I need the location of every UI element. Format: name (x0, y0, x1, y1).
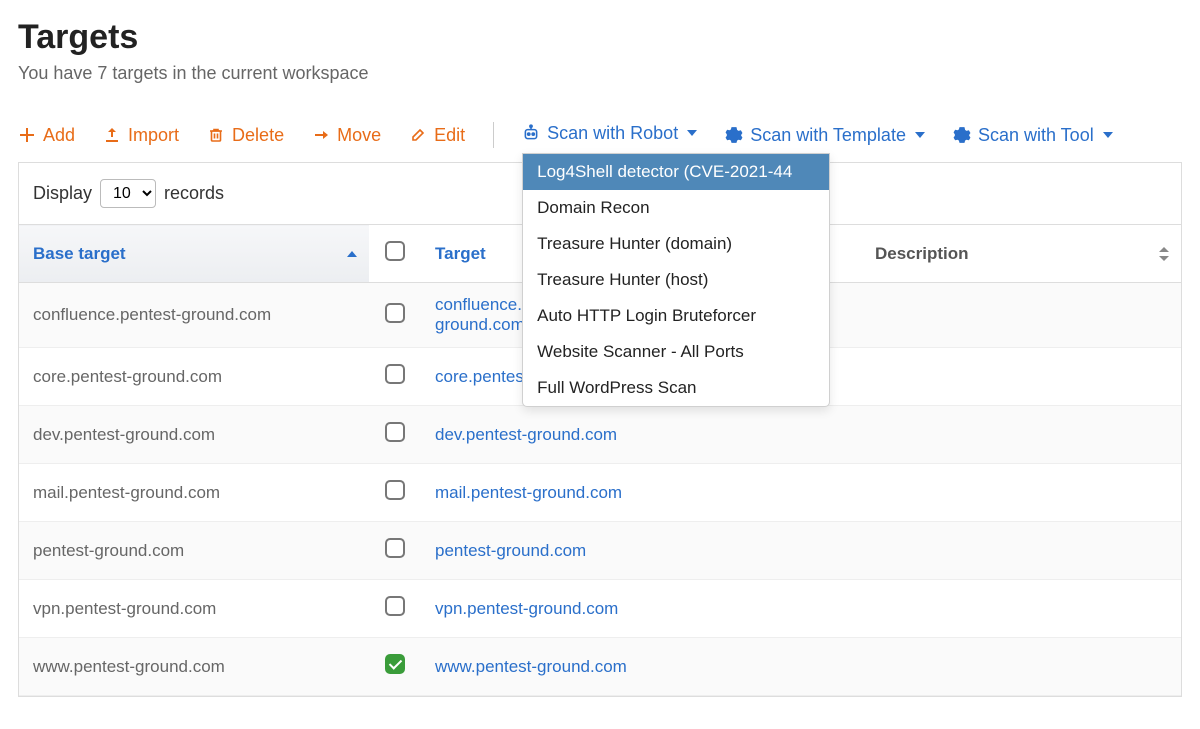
target-cell: dev.pentest-ground.com (421, 406, 861, 464)
scan-tool-button[interactable]: Scan with Tool (953, 125, 1113, 146)
target-cell: mail.pentest-ground.com (421, 464, 861, 522)
base-target-cell: core.pentest-ground.com (19, 348, 369, 406)
toolbar-divider (493, 122, 494, 148)
robot-dropdown-item[interactable]: Treasure Hunter (domain) (523, 226, 829, 262)
plus-icon (18, 126, 36, 144)
row-checkbox[interactable] (385, 654, 405, 674)
table-row: www.pentest-ground.com www.pentest-ground… (19, 638, 1181, 696)
description-cell (861, 283, 1181, 348)
base-target-cell: vpn.pentest-ground.com (19, 580, 369, 638)
row-checkbox[interactable] (385, 480, 405, 500)
col-header-base-target[interactable]: Base target (19, 225, 369, 283)
col-header-target-label: Target (435, 244, 486, 263)
add-label: Add (43, 125, 75, 146)
description-cell (861, 638, 1181, 696)
description-cell (861, 580, 1181, 638)
target-link[interactable]: mail.pentest-ground.com (435, 483, 622, 502)
page-subtitle: You have 7 targets in the current worksp… (18, 63, 1182, 84)
target-cell: www.pentest-ground.com (421, 638, 861, 696)
description-cell (861, 522, 1181, 580)
chevron-down-icon (915, 132, 925, 138)
checkbox-cell (369, 580, 421, 638)
edit-icon (409, 126, 427, 144)
move-label: Move (337, 125, 381, 146)
robot-dropdown-item[interactable]: Domain Recon (523, 190, 829, 226)
base-target-cell: mail.pentest-ground.com (19, 464, 369, 522)
description-cell (861, 464, 1181, 522)
col-header-checkbox[interactable] (369, 225, 421, 283)
robot-dropdown-item[interactable]: Website Scanner - All Ports (523, 334, 829, 370)
page-size-select[interactable]: 10 (100, 179, 156, 208)
base-target-cell: dev.pentest-ground.com (19, 406, 369, 464)
scan-robot-label: Scan with Robot (547, 123, 678, 144)
scan-robot-dropdown: Log4Shell detector (CVE-2021-44Domain Re… (522, 153, 830, 407)
row-checkbox[interactable] (385, 303, 405, 323)
description-cell (861, 348, 1181, 406)
trash-icon (207, 126, 225, 144)
checkbox-cell (369, 283, 421, 348)
table-row: pentest-ground.com pentest-ground.com (19, 522, 1181, 580)
scan-template-button[interactable]: Scan with Template (725, 125, 925, 146)
robot-dropdown-item[interactable]: Full WordPress Scan (523, 370, 829, 406)
delete-label: Delete (232, 125, 284, 146)
chevron-down-icon (687, 130, 697, 136)
sort-both-icon (1159, 247, 1169, 261)
table-row: mail.pentest-ground.com mail.pentest-grou… (19, 464, 1181, 522)
scan-tool-label: Scan with Tool (978, 125, 1094, 146)
base-target-cell: www.pentest-ground.com (19, 638, 369, 696)
display-label-post: records (164, 183, 224, 204)
edit-button[interactable]: Edit (409, 125, 465, 146)
checkbox-cell (369, 348, 421, 406)
gear-icon (953, 126, 971, 144)
row-checkbox[interactable] (385, 538, 405, 558)
row-checkbox[interactable] (385, 596, 405, 616)
upload-icon (103, 126, 121, 144)
target-link[interactable]: dev.pentest-ground.com (435, 425, 617, 444)
target-link[interactable]: www.pentest-ground.com (435, 657, 627, 676)
page-title: Targets (18, 18, 1182, 57)
delete-button[interactable]: Delete (207, 125, 284, 146)
base-target-cell: pentest-ground.com (19, 522, 369, 580)
target-cell: vpn.pentest-ground.com (421, 580, 861, 638)
col-header-base-label: Base target (33, 244, 126, 263)
display-label-pre: Display (33, 183, 92, 204)
col-header-description-label: Description (875, 244, 969, 263)
edit-label: Edit (434, 125, 465, 146)
robot-dropdown-item[interactable]: Log4Shell detector (CVE-2021-44 (523, 154, 829, 190)
checkbox-cell (369, 638, 421, 696)
target-link[interactable]: pentest-ground.com (435, 541, 586, 560)
row-checkbox[interactable] (385, 364, 405, 384)
table-row: dev.pentest-ground.com dev.pentest-ground… (19, 406, 1181, 464)
col-header-description[interactable]: Description (861, 225, 1181, 283)
row-checkbox[interactable] (385, 422, 405, 442)
base-target-cell: confluence.pentest-ground.com (19, 283, 369, 348)
move-button[interactable]: Move (312, 125, 381, 146)
add-button[interactable]: Add (18, 125, 75, 146)
description-cell (861, 406, 1181, 464)
select-all-checkbox[interactable] (385, 241, 405, 261)
robot-dropdown-item[interactable]: Treasure Hunter (host) (523, 262, 829, 298)
toolbar: Add Import Delete Move Edit Scan with Ro… (18, 118, 1182, 162)
chevron-down-icon (1103, 132, 1113, 138)
robot-icon (522, 124, 540, 142)
table-row: vpn.pentest-ground.com vpn.pentest-ground… (19, 580, 1181, 638)
robot-dropdown-item[interactable]: Auto HTTP Login Bruteforcer (523, 298, 829, 334)
target-cell: pentest-ground.com (421, 522, 861, 580)
scan-template-label: Scan with Template (750, 125, 906, 146)
target-link[interactable]: vpn.pentest-ground.com (435, 599, 618, 618)
checkbox-cell (369, 522, 421, 580)
scan-robot-button[interactable]: Scan with Robot (522, 123, 697, 144)
checkbox-cell (369, 406, 421, 464)
arrow-right-icon (312, 126, 330, 144)
import-button[interactable]: Import (103, 125, 179, 146)
checkbox-cell (369, 464, 421, 522)
sort-asc-icon (347, 251, 357, 257)
gear-icon (725, 126, 743, 144)
import-label: Import (128, 125, 179, 146)
